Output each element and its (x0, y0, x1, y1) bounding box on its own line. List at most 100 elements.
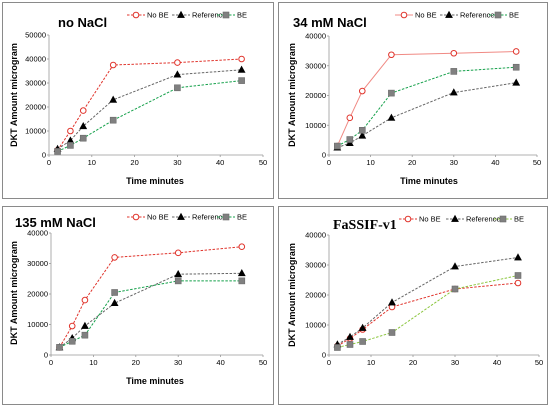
series-line (59, 280, 242, 348)
legend-marker (222, 213, 230, 221)
y-tick-label: 0 (322, 151, 326, 160)
data-point (79, 121, 88, 130)
x-tick-label: 40 (493, 358, 501, 367)
data-point (56, 344, 63, 351)
data-point (109, 116, 117, 124)
data-point (346, 341, 354, 348)
x-tick-label: 0 (47, 158, 51, 167)
legend-label: No BE (147, 213, 169, 222)
chart-title: 135 mM NaCl (15, 215, 96, 230)
data-point (54, 148, 61, 155)
y-tick-label: 10000 (305, 321, 326, 330)
series-line (59, 246, 242, 348)
y-tick-label: 20000 (25, 103, 46, 112)
chart-panel-34mm-nacl: 0 10000 20000 30000 40000 0 10 20 30 40 50 DKT Amou… (278, 2, 548, 199)
x-tick-label: 40 (491, 158, 499, 167)
x-tick-label: 30 (173, 158, 181, 167)
data-point (111, 254, 118, 261)
data-point (67, 142, 74, 149)
data-point (451, 262, 459, 270)
data-point (79, 134, 87, 142)
y-tick-label: 30000 (25, 79, 46, 88)
series-line (337, 282, 519, 347)
x-tick-label: 50 (259, 358, 267, 367)
y-tick-label: 40000 (25, 55, 46, 64)
x-tick-label: 30 (174, 358, 182, 367)
y-tick-label: 40000 (305, 231, 326, 240)
chart-panel-135mm-nacl: 0 10000 20000 30000 40000 0 10 20 30 40 50 DKT Amou… (2, 206, 274, 405)
data-point (346, 114, 354, 122)
x-tick-label: 20 (409, 358, 417, 367)
legend-label: No BE (415, 11, 437, 20)
data-point (237, 65, 246, 73)
x-axis-label: Time minutes (126, 376, 184, 386)
y-tick-label: 10000 (305, 121, 326, 130)
x-tick-label: 50 (259, 158, 267, 167)
y-tick-label: 0 (322, 351, 326, 360)
series-line (337, 66, 517, 147)
data-point (81, 321, 89, 329)
y-tick-label: 30000 (27, 259, 48, 268)
legend-label: BE (514, 215, 524, 224)
data-point (334, 142, 341, 150)
data-point (79, 107, 87, 114)
data-point (110, 298, 119, 307)
data-point (346, 332, 354, 340)
legend-marker (499, 215, 507, 223)
y-tick-label: 50000 (25, 31, 46, 40)
data-point (111, 289, 118, 296)
legend-marker (404, 215, 412, 223)
data-point (174, 277, 182, 285)
data-point (238, 277, 246, 285)
x-tick-label: 30 (451, 358, 459, 367)
y-tick-label: 20000 (305, 291, 326, 300)
y-tick-label: 20000 (27, 290, 48, 299)
y-tick-label: 10000 (25, 127, 46, 136)
y-tick-label: 30000 (305, 61, 326, 70)
data-point (68, 322, 76, 330)
data-point (237, 269, 246, 277)
y-tick-label: 0 (44, 351, 48, 360)
x-tick-label: 30 (450, 158, 458, 167)
series-line (57, 58, 242, 151)
data-point (450, 49, 458, 57)
chart-svg: 0 10000 20000 30000 40000 0 10 20 30 40 50 DKT Amou… (287, 214, 543, 368)
x-tick-label: 40 (216, 358, 224, 367)
y-tick-label: 0 (42, 151, 46, 160)
legend-marker (400, 11, 408, 19)
x-tick-label: 50 (533, 158, 541, 167)
legend-label: No BE (419, 215, 441, 224)
chart-svg: 0 10000 20000 30000 40000 50000 0 10 20 30 40 50 DKT… (9, 11, 267, 187)
x-tick-label: 50 (535, 358, 543, 367)
series-line (336, 51, 517, 147)
data-point (449, 88, 458, 96)
data-point (388, 89, 395, 97)
data-point (358, 87, 366, 95)
legend-label: BE (509, 11, 519, 20)
legend-label: BE (237, 11, 247, 20)
x-tick-label: 20 (408, 158, 416, 167)
x-tick-label: 10 (366, 158, 374, 167)
x-axis-label: Time minutes (126, 176, 184, 186)
y-axis-label: DKT Amount microgram (287, 43, 297, 147)
legend-marker (445, 10, 453, 18)
data-point (512, 78, 521, 86)
legend-marker (451, 214, 459, 222)
data-point (388, 298, 396, 306)
data-point (359, 338, 366, 345)
data-point (238, 77, 245, 84)
series-line (337, 82, 517, 149)
chart-svg: 0 10000 20000 30000 40000 0 10 20 30 40 50 DKT Amou… (9, 213, 267, 387)
data-point (358, 131, 367, 139)
y-tick-label: 30000 (305, 261, 326, 270)
legend-label: No BE (147, 11, 169, 20)
data-point (81, 331, 89, 339)
y-tick-label: 40000 (27, 229, 48, 238)
chart-title: 34 mM NaCl (293, 15, 367, 30)
legend-marker (494, 11, 502, 19)
x-tick-label: 10 (88, 158, 96, 167)
legend-label: Reference (192, 213, 227, 222)
data-point (174, 269, 183, 278)
legend-label: Reference (460, 11, 495, 20)
data-point (450, 68, 458, 75)
